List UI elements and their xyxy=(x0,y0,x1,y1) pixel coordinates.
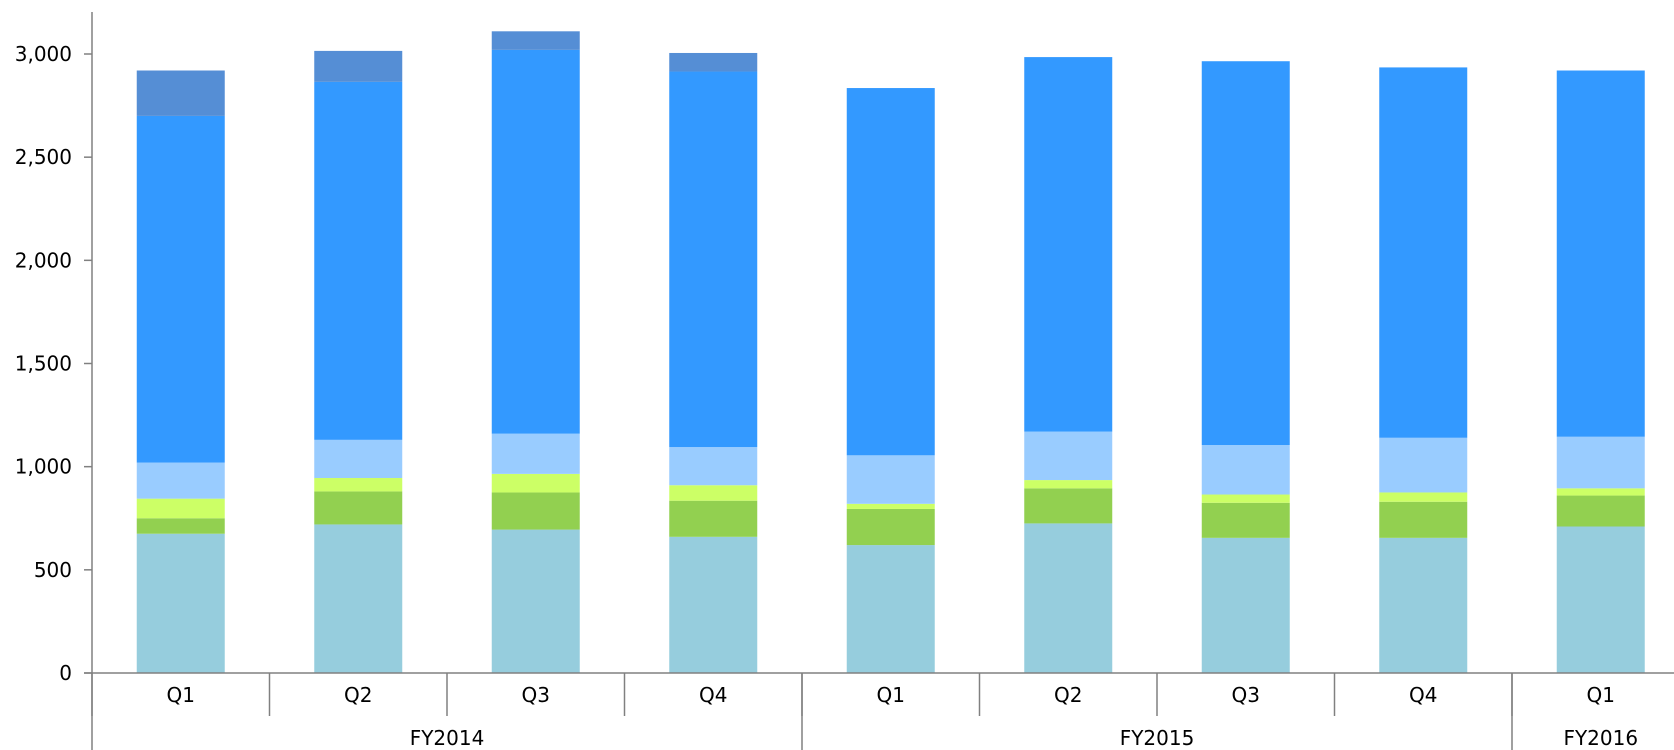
bar-segment xyxy=(314,524,402,673)
bar-segment xyxy=(314,440,402,478)
bar-segment xyxy=(137,499,225,519)
bar-segment xyxy=(1557,488,1645,495)
x-tick-label: Q3 xyxy=(1232,683,1260,707)
bar-segment xyxy=(1557,437,1645,489)
bar-segment xyxy=(492,474,580,493)
bar-segment xyxy=(492,530,580,673)
bar-segment xyxy=(1024,488,1112,523)
bar-segment xyxy=(492,50,580,434)
y-tick-label: 0 xyxy=(59,661,72,685)
y-tick-label: 1,500 xyxy=(15,352,72,376)
y-tick-label: 2,500 xyxy=(15,145,72,169)
y-tick-label: 2,000 xyxy=(15,248,72,272)
bar-segment xyxy=(137,116,225,463)
bar-segment xyxy=(1557,527,1645,673)
x-tick-label: Q1 xyxy=(167,683,195,707)
bar-segment xyxy=(1379,502,1467,538)
bar-segment xyxy=(669,501,757,537)
x-group-label: FY2014 xyxy=(410,726,485,750)
bar-segment xyxy=(1024,57,1112,431)
x-tick-label: Q2 xyxy=(1054,683,1082,707)
x-group-label: FY2015 xyxy=(1120,726,1195,750)
bar-segment xyxy=(137,71,225,116)
bar-segment xyxy=(1202,61,1290,445)
bar-segment xyxy=(1557,71,1645,437)
x-tick-label: Q3 xyxy=(522,683,550,707)
bar-segment xyxy=(137,534,225,673)
x-tick-label: Q1 xyxy=(877,683,905,707)
bar-segment xyxy=(137,518,225,533)
bar-segment xyxy=(669,485,757,500)
bar-segment xyxy=(492,492,580,529)
y-tick-label: 1,000 xyxy=(15,455,72,479)
bar-segment xyxy=(1202,495,1290,503)
bar-segment xyxy=(1202,503,1290,538)
bar-segment xyxy=(314,82,402,440)
bar-segment xyxy=(1024,432,1112,480)
bar-segment xyxy=(669,53,757,72)
bar-segment xyxy=(669,447,757,485)
bar-segment xyxy=(1202,445,1290,495)
y-tick-label: 3,000 xyxy=(15,42,72,66)
bar-segment xyxy=(847,545,935,673)
bar-segment xyxy=(1557,496,1645,527)
bar-segment xyxy=(1202,538,1290,673)
bar-segment xyxy=(847,455,935,503)
bar-segment xyxy=(847,504,935,509)
bar-segment xyxy=(1379,492,1467,501)
x-tick-label: Q1 xyxy=(1587,683,1615,707)
bar-segment xyxy=(137,463,225,499)
bar-segment xyxy=(1379,67,1467,437)
bar-segment xyxy=(847,509,935,545)
bar-segment xyxy=(669,72,757,448)
x-tick-label: Q4 xyxy=(699,683,727,707)
x-tick-label: Q4 xyxy=(1409,683,1437,707)
x-group-label: FY2016 xyxy=(1563,726,1638,750)
plot-area xyxy=(137,31,1645,673)
bar-segment xyxy=(314,478,402,491)
x-tick-label: Q2 xyxy=(344,683,372,707)
y-tick-label: 500 xyxy=(34,558,72,582)
bar-segment xyxy=(1379,538,1467,673)
bar-segment xyxy=(669,537,757,673)
bar-segment xyxy=(314,51,402,82)
bar-segment xyxy=(1024,480,1112,488)
bar-segment xyxy=(314,491,402,524)
bar-segment xyxy=(492,434,580,474)
bar-segment xyxy=(1379,438,1467,493)
bar-segment xyxy=(492,31,580,50)
bar-segment xyxy=(847,88,935,455)
bar-segment xyxy=(1024,523,1112,673)
